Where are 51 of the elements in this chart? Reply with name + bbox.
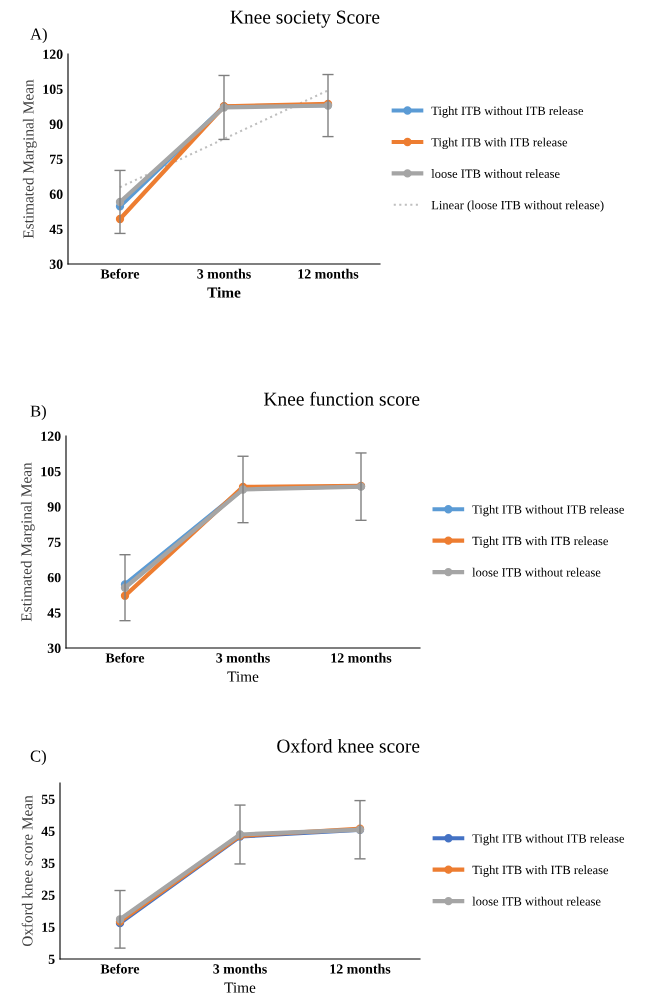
y-tick-label: 90 <box>47 502 61 512</box>
y-axis-title: Estimated Marginal Mean <box>22 79 37 239</box>
y-tick-label: 105 <box>41 466 61 477</box>
y-tick-label: 120 <box>43 49 63 59</box>
y-tick-label: 30 <box>49 259 63 269</box>
x-tick-label: Before <box>105 652 145 663</box>
y-tick-label: 55 <box>41 794 55 804</box>
legend-label: Tight ITB without ITB release <box>431 106 584 118</box>
y-tick-label: 90 <box>49 119 63 129</box>
y-tick-label: 45 <box>47 608 61 618</box>
y-tick-label: 75 <box>48 537 61 547</box>
legend-label: Tight ITB with ITB release <box>472 865 609 877</box>
y-tick-label: 45 <box>49 224 63 234</box>
y-tick-label: 45 <box>41 826 55 836</box>
y-tick-label: 15 <box>42 922 55 932</box>
text: C) <box>30 750 46 766</box>
x-tick-label: 12 months <box>331 652 392 663</box>
x-axis-title: Time <box>207 287 241 298</box>
x-tick-label: 3 months <box>216 652 270 663</box>
x-tick-label: 3 months <box>213 963 267 974</box>
x-axis-title: Time <box>227 671 259 682</box>
y-tick-label: 120 <box>41 431 61 441</box>
y-tick-label: 60 <box>49 189 63 199</box>
y-axis-title: Oxford knee score Mean <box>21 795 33 947</box>
x-tick-label: 3 months <box>197 268 251 279</box>
y-tick-label: 105 <box>43 84 63 94</box>
y-tick-label: 60 <box>47 572 61 583</box>
y-axis-title: Estimated Marginal Mean <box>20 462 35 622</box>
x-tick-label: 12 months <box>298 268 359 279</box>
text: A) <box>30 28 47 44</box>
text: B) <box>30 405 46 421</box>
legend-label: loose ITB without release <box>472 567 601 577</box>
x-tick-label: Before <box>100 963 140 974</box>
chart-title: Knee function score <box>263 391 420 406</box>
y-tick-label: 5 <box>48 954 55 964</box>
y-tick-label: 35 <box>41 858 55 868</box>
y-tick-label: 30 <box>47 643 61 653</box>
legend-label: loose ITB without release <box>431 169 560 178</box>
legend-label: Tight ITB without ITB release <box>472 504 624 517</box>
x-tick-label: 12 months <box>330 963 391 974</box>
legend-label: Tight ITB with ITB release <box>431 137 568 150</box>
legend-label: Linear (loose ITB without release) <box>431 200 604 212</box>
x-axis-title: Time <box>224 982 256 993</box>
legend-label: Tight ITB with ITB release <box>472 536 608 548</box>
y-tick-label: 75 <box>50 154 63 164</box>
legend-label: loose ITB without release <box>472 896 601 906</box>
legend-label: Tight ITB without ITB release <box>472 833 625 846</box>
y-tick-label: 25 <box>41 890 55 900</box>
chart-title: Oxford knee score <box>277 738 420 753</box>
x-tick-label: Before <box>100 268 140 279</box>
chart-title: Knee society Score <box>230 10 380 28</box>
